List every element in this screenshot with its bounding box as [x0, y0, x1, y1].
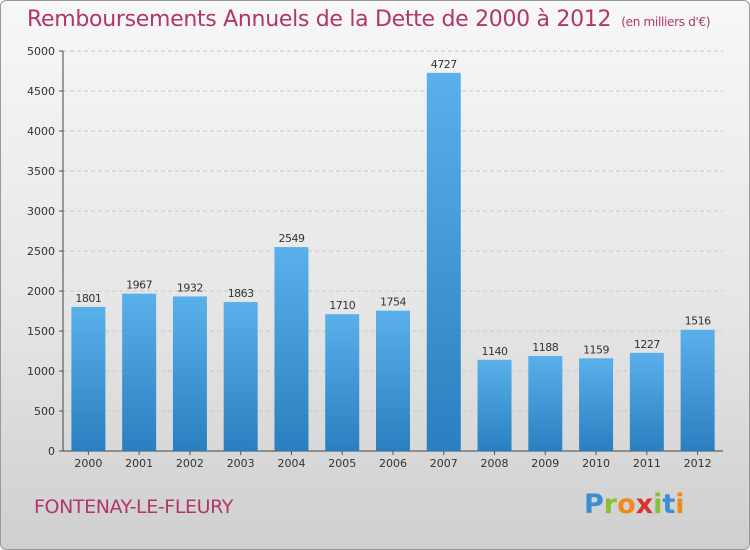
x-tick-label: 2011 [633, 457, 661, 470]
commune-name: FONTENAY-LE-FLEURY [34, 496, 233, 518]
data-label: 1710 [329, 299, 355, 312]
x-tick-label: 2001 [125, 457, 153, 470]
y-tick-label: 3000 [27, 205, 55, 218]
x-tick-label: 2009 [531, 457, 559, 470]
y-tick-label: 5000 [27, 45, 55, 58]
bar [477, 359, 512, 451]
proxiti-logo: Proxiti [584, 489, 685, 520]
x-tick-label: 2007 [430, 457, 458, 470]
y-tick-label: 500 [34, 405, 55, 418]
y-tick-label: 0 [48, 445, 55, 458]
data-label: 1967 [126, 279, 152, 292]
y-tick-label: 4000 [27, 125, 55, 138]
data-labels: 1801 1967 1932 1863 2549 1710 1754 4727 1140 1188… [75, 58, 711, 358]
x-tick-label: 2006 [379, 457, 407, 470]
bar [376, 310, 410, 451]
y-tick-label: 2000 [27, 285, 55, 298]
chart-title-text: Remboursements Annuels de la Dette de 20… [27, 7, 612, 32]
chart-title: Remboursements Annuels de la Dette de 20… [27, 7, 711, 32]
y-tick-label: 4500 [27, 85, 55, 98]
bar [528, 355, 563, 451]
bar [325, 314, 360, 451]
y-tick-label: 1000 [27, 365, 55, 378]
x-tick-label: 2002 [176, 457, 204, 470]
data-label: 1516 [685, 315, 711, 328]
x-tick-label: 2008 [481, 457, 509, 470]
data-label: 1227 [634, 338, 660, 351]
chart-title-unit: (en milliers d'€) [621, 15, 711, 29]
bar [71, 306, 106, 451]
bar [122, 293, 157, 451]
bar [172, 296, 207, 451]
data-label: 1801 [75, 292, 101, 305]
data-label: 1863 [228, 287, 254, 300]
x-tick-label: 2003 [227, 457, 255, 470]
data-label: 1140 [482, 345, 508, 358]
data-label: 1188 [532, 341, 558, 354]
y-tick-label: 2500 [27, 245, 55, 258]
bar [629, 352, 664, 451]
bar [426, 72, 461, 451]
x-tick-label: 2004 [277, 457, 305, 470]
data-label: 1754 [380, 296, 406, 309]
y-tick-label: 1500 [27, 325, 55, 338]
bar [680, 329, 715, 451]
bars [71, 72, 715, 451]
x-tick-label: 2005 [328, 457, 356, 470]
data-label: 2549 [278, 232, 304, 245]
bar [223, 301, 258, 451]
bar [579, 358, 614, 451]
data-label: 1159 [583, 343, 609, 356]
bar [274, 247, 309, 451]
data-label: 1932 [177, 281, 203, 294]
x-tick-label: 2012 [684, 457, 712, 470]
y-tick-label: 3500 [27, 165, 55, 178]
x-tick-label: 2000 [74, 457, 102, 470]
x-tick-label: 2010 [582, 457, 610, 470]
data-label: 4727 [431, 58, 457, 71]
